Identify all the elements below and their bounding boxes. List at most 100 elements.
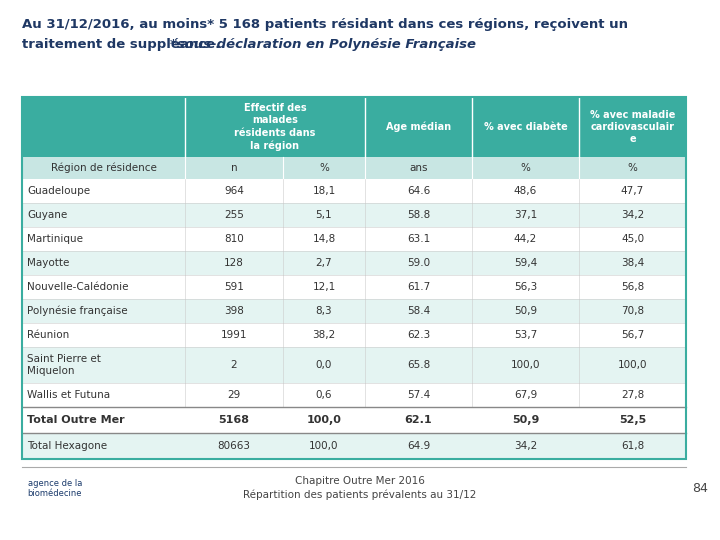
Text: 58.4: 58.4 bbox=[407, 306, 430, 316]
Bar bbox=[365, 347, 472, 383]
Text: 62.1: 62.1 bbox=[405, 415, 432, 425]
Text: Effectif des
malades
résidents dans
la région: Effectif des malades résidents dans la r… bbox=[234, 103, 315, 151]
Bar bbox=[365, 299, 472, 323]
Text: Réunion: Réunion bbox=[27, 330, 69, 340]
Text: 45,0: 45,0 bbox=[621, 234, 644, 244]
Text: 38,2: 38,2 bbox=[312, 330, 336, 340]
Bar bbox=[283, 227, 365, 251]
Text: 0,0: 0,0 bbox=[316, 360, 332, 370]
Bar bbox=[185, 203, 283, 227]
Bar bbox=[283, 407, 365, 433]
Text: Polynésie française: Polynésie française bbox=[27, 306, 127, 316]
Bar bbox=[365, 179, 472, 203]
Text: 2: 2 bbox=[230, 360, 238, 370]
Text: Répartition des patients prévalents au 31/12: Répartition des patients prévalents au 3… bbox=[243, 490, 477, 500]
Text: 57.4: 57.4 bbox=[407, 390, 430, 400]
Bar bbox=[185, 347, 283, 383]
Text: 5,1: 5,1 bbox=[315, 210, 333, 220]
Text: 84: 84 bbox=[692, 483, 708, 496]
Text: 14,8: 14,8 bbox=[312, 234, 336, 244]
Text: 38,4: 38,4 bbox=[621, 258, 644, 268]
Text: 128: 128 bbox=[224, 258, 244, 268]
Text: 70,8: 70,8 bbox=[621, 306, 644, 316]
Text: 64.6: 64.6 bbox=[407, 186, 430, 196]
Text: 56,7: 56,7 bbox=[621, 330, 644, 340]
Bar bbox=[22, 275, 185, 299]
Bar bbox=[579, 157, 686, 179]
Text: 65.8: 65.8 bbox=[407, 360, 430, 370]
Text: 50,9: 50,9 bbox=[514, 306, 537, 316]
Bar bbox=[579, 203, 686, 227]
Text: 964: 964 bbox=[224, 186, 244, 196]
Text: 37,1: 37,1 bbox=[514, 210, 537, 220]
Bar bbox=[472, 407, 579, 433]
Text: 0,6: 0,6 bbox=[316, 390, 332, 400]
Bar bbox=[22, 203, 185, 227]
Text: *sous-déclaration en Polynésie Française: *sous-déclaration en Polynésie Française bbox=[170, 38, 476, 51]
Bar bbox=[472, 97, 579, 157]
Bar bbox=[22, 407, 185, 433]
Bar bbox=[365, 227, 472, 251]
Bar bbox=[185, 299, 283, 323]
Text: 59.0: 59.0 bbox=[407, 258, 430, 268]
Bar bbox=[283, 275, 365, 299]
Bar bbox=[185, 157, 283, 179]
Text: 34,2: 34,2 bbox=[514, 441, 537, 451]
Text: 56,3: 56,3 bbox=[514, 282, 537, 292]
Bar bbox=[185, 179, 283, 203]
Bar bbox=[22, 157, 185, 179]
Bar bbox=[185, 275, 283, 299]
Bar bbox=[185, 97, 365, 157]
Bar bbox=[185, 323, 283, 347]
Text: Saint Pierre et
Miquelon: Saint Pierre et Miquelon bbox=[27, 354, 101, 376]
Bar bbox=[185, 227, 283, 251]
Bar bbox=[472, 347, 579, 383]
Text: 100,0: 100,0 bbox=[307, 415, 341, 425]
Text: 47,7: 47,7 bbox=[621, 186, 644, 196]
Bar bbox=[283, 383, 365, 407]
Bar bbox=[579, 251, 686, 275]
Text: 44,2: 44,2 bbox=[514, 234, 537, 244]
Text: 100,0: 100,0 bbox=[618, 360, 647, 370]
Text: % avec diabète: % avec diabète bbox=[484, 122, 567, 132]
Text: Chapitre Outre Mer 2016: Chapitre Outre Mer 2016 bbox=[295, 476, 425, 486]
Bar bbox=[22, 383, 185, 407]
Bar bbox=[283, 157, 365, 179]
Bar bbox=[185, 433, 283, 459]
Text: agence de la: agence de la bbox=[28, 478, 82, 488]
Bar bbox=[472, 323, 579, 347]
Text: 1991: 1991 bbox=[221, 330, 247, 340]
Text: 8,3: 8,3 bbox=[315, 306, 333, 316]
Bar bbox=[365, 275, 472, 299]
Bar bbox=[365, 407, 472, 433]
Text: 58.8: 58.8 bbox=[407, 210, 430, 220]
Text: 56,8: 56,8 bbox=[621, 282, 644, 292]
Bar bbox=[472, 157, 579, 179]
Bar bbox=[283, 347, 365, 383]
Text: ans: ans bbox=[409, 163, 428, 173]
Text: Guadeloupe: Guadeloupe bbox=[27, 186, 90, 196]
Bar bbox=[472, 203, 579, 227]
Bar bbox=[22, 97, 686, 459]
Bar bbox=[472, 299, 579, 323]
Bar bbox=[22, 179, 185, 203]
Text: 52,5: 52,5 bbox=[619, 415, 646, 425]
Text: 34,2: 34,2 bbox=[621, 210, 644, 220]
Bar bbox=[283, 251, 365, 275]
Text: Nouvelle-Calédonie: Nouvelle-Calédonie bbox=[27, 282, 128, 292]
Text: Wallis et Futuna: Wallis et Futuna bbox=[27, 390, 110, 400]
Text: 810: 810 bbox=[224, 234, 244, 244]
Bar bbox=[579, 227, 686, 251]
Text: % avec maladie
cardiovasculair
e: % avec maladie cardiovasculair e bbox=[590, 110, 675, 144]
Text: 12,1: 12,1 bbox=[312, 282, 336, 292]
Text: Région de résidence: Région de résidence bbox=[50, 163, 156, 173]
Text: 64.9: 64.9 bbox=[407, 441, 430, 451]
Bar bbox=[472, 383, 579, 407]
Bar bbox=[579, 299, 686, 323]
Bar bbox=[365, 97, 472, 157]
Bar bbox=[579, 433, 686, 459]
Text: 62.3: 62.3 bbox=[407, 330, 430, 340]
Bar bbox=[472, 179, 579, 203]
Bar bbox=[283, 179, 365, 203]
Bar bbox=[472, 227, 579, 251]
